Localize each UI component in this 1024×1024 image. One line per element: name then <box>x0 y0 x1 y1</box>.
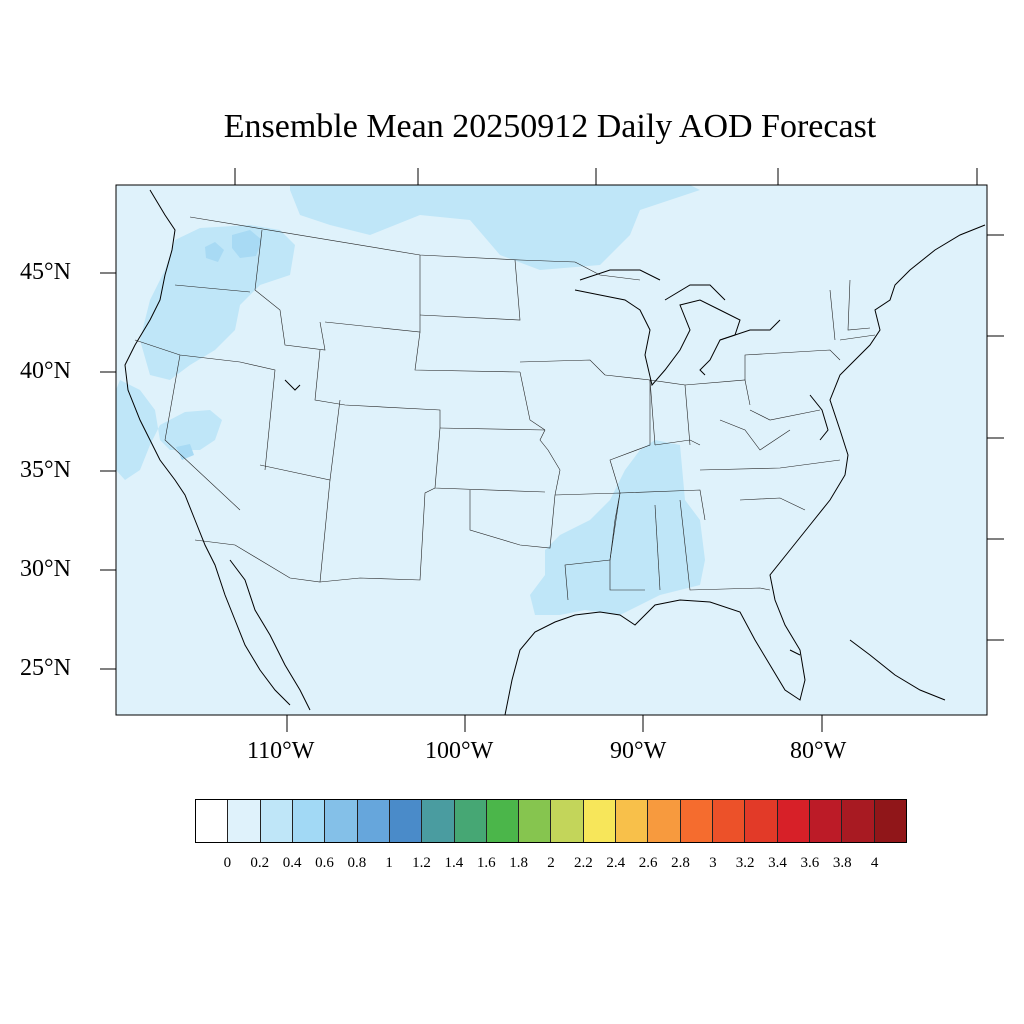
colorbar-label: 2.4 <box>606 855 626 871</box>
colorbar-swatch <box>713 800 746 842</box>
colorbar <box>195 799 907 843</box>
coastlines <box>124 189 986 716</box>
lon-label-110w: 110°W <box>247 738 315 764</box>
colorbar-swatch <box>357 800 390 842</box>
colorbar-swatch <box>422 800 455 842</box>
colorbar-label: 1.6 <box>476 855 496 871</box>
colorbar-swatch <box>196 800 229 842</box>
plume-nevada-spot <box>176 444 194 460</box>
colorbar-swatch <box>389 800 423 842</box>
colorbar-label: 0.2 <box>250 855 270 871</box>
map-frame <box>115 184 988 716</box>
colorbar-label: 4 <box>870 855 879 871</box>
colorbar-swatch <box>454 800 487 842</box>
colorbar-label: 0 <box>223 855 232 871</box>
colorbar-swatch <box>616 800 649 842</box>
colorbar-swatch <box>648 800 681 842</box>
lat-label-35n: 35°N <box>20 457 71 483</box>
colorbar-swatch <box>519 800 552 842</box>
map-ticks <box>100 168 1004 732</box>
colorbar-label: 3 <box>709 855 717 871</box>
colorbar-swatch <box>583 800 617 842</box>
plume-northwest <box>140 225 295 380</box>
lon-label-90w: 90°W <box>610 738 667 764</box>
lat-label-45n: 45°N <box>20 259 71 285</box>
colorbar-swatch <box>551 800 584 842</box>
colorbar-label: 2.8 <box>671 855 690 871</box>
colorbar-swatch <box>228 800 261 842</box>
plume-north <box>290 185 700 270</box>
colorbar-swatch <box>777 800 810 842</box>
colorbar-label: 2.2 <box>573 855 593 871</box>
plume-southeast <box>530 440 705 615</box>
colorbar-swatch <box>745 800 778 842</box>
colorbar-label: 0.4 <box>282 855 302 871</box>
colorbar-swatch <box>809 800 843 842</box>
colorbar-label: 3.6 <box>800 855 820 871</box>
colorbar-label: 1 <box>385 855 393 871</box>
lat-label-25n: 25°N <box>20 655 71 681</box>
colorbar-label: 1.8 <box>509 855 528 871</box>
colorbar-label: 3.4 <box>768 855 787 871</box>
lon-label-100w: 100°W <box>425 738 494 764</box>
colorbar-swatch <box>874 800 906 842</box>
colorbar-label: 1.2 <box>412 855 431 871</box>
colorbar-label: 3.8 <box>832 855 852 871</box>
colorbar-swatch <box>680 800 713 842</box>
plume-oregon-spot <box>205 242 224 262</box>
lat-label-30n: 30°N <box>20 556 71 582</box>
state-boundaries <box>134 216 876 601</box>
map-title: Ensemble Mean 20250912 Daily AOD Forecas… <box>223 108 877 145</box>
colorbar-swatch <box>292 800 326 842</box>
colorbar-swatch <box>486 800 520 842</box>
colorbar-label: 1.4 <box>444 855 464 871</box>
colorbar-label: 2.6 <box>638 855 658 871</box>
aod-plumes <box>116 185 705 615</box>
colorbar-swatch <box>260 800 293 842</box>
colorbar-swatch <box>325 800 358 842</box>
colorbar-label: 0.6 <box>315 855 334 871</box>
colorbar-label: 0.8 <box>347 855 367 871</box>
colorbar-label: 2 <box>547 855 555 871</box>
lat-label-40n: 40°N <box>20 358 71 384</box>
lon-label-80w: 80°W <box>790 738 847 764</box>
colorbar-swatch <box>842 800 875 842</box>
plume-oregon-core <box>232 230 262 258</box>
plume-california <box>116 380 222 480</box>
colorbar-label: 3.2 <box>735 855 755 871</box>
